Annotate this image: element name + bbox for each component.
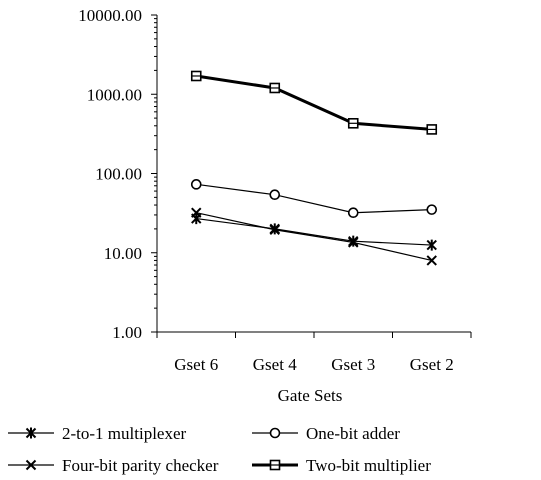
legend-label: Two-bit multiplier — [306, 456, 431, 475]
y-tick-label: 1000.00 — [87, 85, 142, 104]
series-line — [196, 183, 432, 214]
data-point-x — [191, 207, 202, 218]
data-point-star — [25, 427, 37, 439]
series-group — [190, 70, 438, 266]
x-tick-label: Gset 2 — [410, 355, 454, 374]
data-point-x — [25, 459, 37, 471]
data-point-circle — [426, 204, 438, 215]
x-tick-label: Gset 3 — [331, 355, 375, 374]
series-2-to-1-multiplexer — [191, 213, 437, 251]
series-line — [196, 212, 432, 262]
x-axis-title: Gate Sets — [278, 386, 343, 405]
data-point-star — [426, 239, 437, 251]
x-tick-labels: Gset 6 Gset 4 Gset 3 Gset 2 — [174, 355, 453, 374]
legend-item: 2-to-1 multiplexer — [8, 424, 187, 443]
x-tick-label: Gset 4 — [253, 355, 297, 374]
legend-item: Two-bit multiplier — [252, 456, 431, 475]
y-tick-label: 10.00 — [104, 244, 142, 263]
series-two-bit-multiplier — [190, 70, 438, 135]
legend-label: Four-bit parity checker — [62, 456, 219, 475]
legend: 2-to-1 multiplexer One-bit adder Four-bit … — [8, 424, 431, 475]
legend-label: One-bit adder — [306, 424, 400, 443]
axes — [151, 14, 472, 338]
data-point-circle — [190, 179, 202, 190]
legend-item: One-bit adder — [252, 424, 400, 443]
y-tick-label: 100.00 — [95, 165, 142, 184]
data-point-circle — [269, 427, 281, 439]
series-one-bit-adder — [190, 179, 438, 219]
data-point-circle — [347, 207, 359, 219]
series-four-bit-parity-checker — [191, 207, 437, 266]
data-point-circle — [269, 189, 281, 201]
y-tick-label: 1.00 — [112, 323, 142, 342]
data-point-x — [426, 255, 437, 266]
data-point-x — [348, 237, 359, 248]
data-point-x — [269, 224, 280, 235]
y-tick-labels: 1.00 10.00 100.00 1000.00 10000.00 — [78, 6, 142, 342]
y-tick-label: 10000.00 — [78, 6, 142, 25]
x-tick-label: Gset 6 — [174, 355, 218, 374]
legend-label: 2-to-1 multiplexer — [62, 424, 187, 443]
legend-item: Four-bit parity checker — [8, 456, 219, 475]
series-line — [196, 74, 432, 131]
series-line — [196, 217, 432, 246]
